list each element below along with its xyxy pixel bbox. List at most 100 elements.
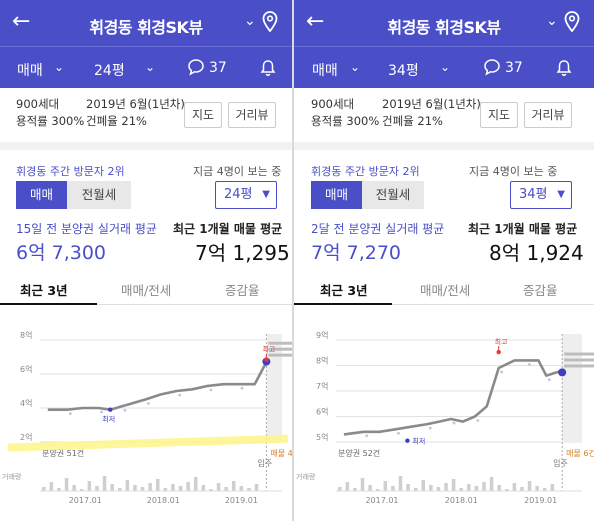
trade-type-select[interactable]: 매매 <box>17 63 43 79</box>
tab-sale-rent[interactable]: 매매/전세 <box>420 283 471 298</box>
trade-type-select[interactable]: 매매 <box>312 63 338 79</box>
chevron-down-icon: ⌄ <box>440 60 451 74</box>
size-select[interactable]: 34평 <box>388 63 419 79</box>
tab-3years[interactable]: 최근 3년 <box>320 283 368 298</box>
chevron-down-icon[interactable]: ⌄ <box>244 13 256 29</box>
households-text: 900세대 <box>16 97 60 111</box>
volume-bar <box>353 488 357 491</box>
volume-bar <box>451 479 456 491</box>
caret-down-icon: ▼ <box>262 189 270 200</box>
built-text: 2019년 6월(1년차) <box>382 97 481 111</box>
left-panel: ← 휘경동 휘경SK뷰 ⌄ 매매 ⌄ 24평 ⌄ 37 900세대 용적률 30… <box>0 0 292 521</box>
complex-info: 900세대 용적률 300% <box>311 96 379 130</box>
rent-toggle[interactable]: 전월세 <box>67 181 131 209</box>
volume-label: 거래량 <box>296 472 316 481</box>
y-tick-label: 6억 <box>20 364 32 374</box>
filter-bar: 매매 ⌄ 34평 ⌄ 37 <box>294 46 594 88</box>
volume-bar <box>102 476 107 491</box>
transaction-dot <box>397 431 400 435</box>
map-pin-icon[interactable] <box>564 11 580 37</box>
transaction-dot <box>528 363 531 366</box>
transaction-dot <box>209 388 213 392</box>
map-pin-icon[interactable] <box>262 11 278 37</box>
street-view-button[interactable]: 거리뷰 <box>228 102 276 128</box>
watching-count: 지금 4명이 보는 중 <box>193 165 282 178</box>
presale-avg-value: 6억 7,300 <box>16 242 107 264</box>
size-dropdown-value: 34평 <box>519 187 548 202</box>
transaction-dot <box>68 412 72 416</box>
divider <box>0 142 292 150</box>
x-tick-label: 2018.01 <box>445 496 478 505</box>
volume-bar <box>239 486 244 491</box>
bcr-text: 건폐율 21% <box>86 114 147 128</box>
listing-avg-value: 8억 1,924 <box>489 241 584 265</box>
volume-bar <box>391 486 395 491</box>
volume-bar <box>383 481 388 491</box>
arrow-left-icon[interactable]: ← <box>306 9 325 34</box>
tab-change-rate[interactable]: 증감율 <box>225 283 260 298</box>
listing-count: 매물 6건 <box>566 448 594 458</box>
bell-icon[interactable] <box>556 59 572 81</box>
volume-bar <box>216 483 221 491</box>
size-dropdown[interactable]: 34평 ▼ <box>510 181 572 209</box>
transaction-dot <box>428 426 432 430</box>
chevron-down-icon: ⌄ <box>54 60 65 74</box>
filter-bar: 매매 ⌄ 24평 ⌄ 37 <box>0 46 292 88</box>
listing-price-bar <box>564 352 594 356</box>
comment-count[interactable]: 37 <box>505 60 523 76</box>
tab-sale-rent[interactable]: 매매/전세 <box>121 283 172 298</box>
x-tick-label: 2017.01 <box>365 496 398 505</box>
x-tick-label: 2018.01 <box>147 496 180 505</box>
chevron-down-icon: ⌄ <box>145 60 156 74</box>
listing-count: 매물 4건 <box>270 448 292 458</box>
listing-avg-label: 최근 1개월 매물 평균 <box>468 222 578 236</box>
transaction-dot <box>452 421 456 425</box>
volume-bar <box>338 487 342 491</box>
volume-bar <box>413 488 418 491</box>
watching-count: 지금 4명이 보는 중 <box>469 165 558 178</box>
volume-bar <box>110 484 114 491</box>
size-select[interactable]: 24평 <box>94 63 125 79</box>
map-button[interactable]: 지도 <box>480 102 518 128</box>
speech-bubble-icon[interactable] <box>483 58 501 80</box>
map-button[interactable]: 지도 <box>184 102 222 128</box>
complex-info: 900세대 용적률 300% <box>16 96 84 130</box>
page-title: 휘경동 휘경SK뷰 <box>89 18 203 37</box>
street-view-button[interactable]: 거리뷰 <box>524 102 572 128</box>
chevron-down-icon[interactable]: ⌄ <box>546 13 558 29</box>
tab-change-rate[interactable]: 증감율 <box>523 283 558 298</box>
sale-toggle[interactable]: 매매 <box>311 181 362 209</box>
tab-3years[interactable]: 최근 3년 <box>20 283 68 298</box>
arrow-left-icon[interactable]: ← <box>12 9 31 34</box>
chevron-down-icon: ⌄ <box>350 60 361 74</box>
volume-bar <box>133 485 137 491</box>
sale-toggle[interactable]: 매매 <box>16 181 67 209</box>
volume-bar <box>444 483 448 491</box>
transaction-dot <box>123 408 127 412</box>
size-dropdown[interactable]: 24평 ▼ <box>215 181 277 209</box>
volume-bar <box>247 488 251 491</box>
price-line <box>47 361 268 411</box>
volume-bar <box>254 484 259 491</box>
volume-bar <box>436 487 441 491</box>
volume-bar <box>550 484 555 491</box>
volume-bar <box>429 485 433 491</box>
speech-bubble-icon[interactable] <box>187 58 205 80</box>
x-tick-label: 2019.01 <box>225 496 258 505</box>
volume-bar <box>57 488 61 491</box>
y-tick-label: 8억 <box>20 330 32 340</box>
transaction-dot <box>500 370 504 374</box>
rent-toggle[interactable]: 전월세 <box>362 181 424 209</box>
bell-icon[interactable] <box>260 59 276 81</box>
volume-bar <box>163 488 168 491</box>
visitor-rank: 휘경동 주간 방문자 2위 <box>311 165 420 178</box>
active-tab-indicator <box>0 303 97 305</box>
move-in-label: 입주 <box>257 459 272 468</box>
volume-bar <box>186 482 190 491</box>
chart-tabs: 최근 3년 매매/전세 증감율 <box>294 271 594 305</box>
comment-count[interactable]: 37 <box>209 60 227 76</box>
y-tick-label: 2억 <box>20 432 32 442</box>
complex-info-2: 2019년 6월(1년차) 건폐율 21% <box>86 96 185 130</box>
